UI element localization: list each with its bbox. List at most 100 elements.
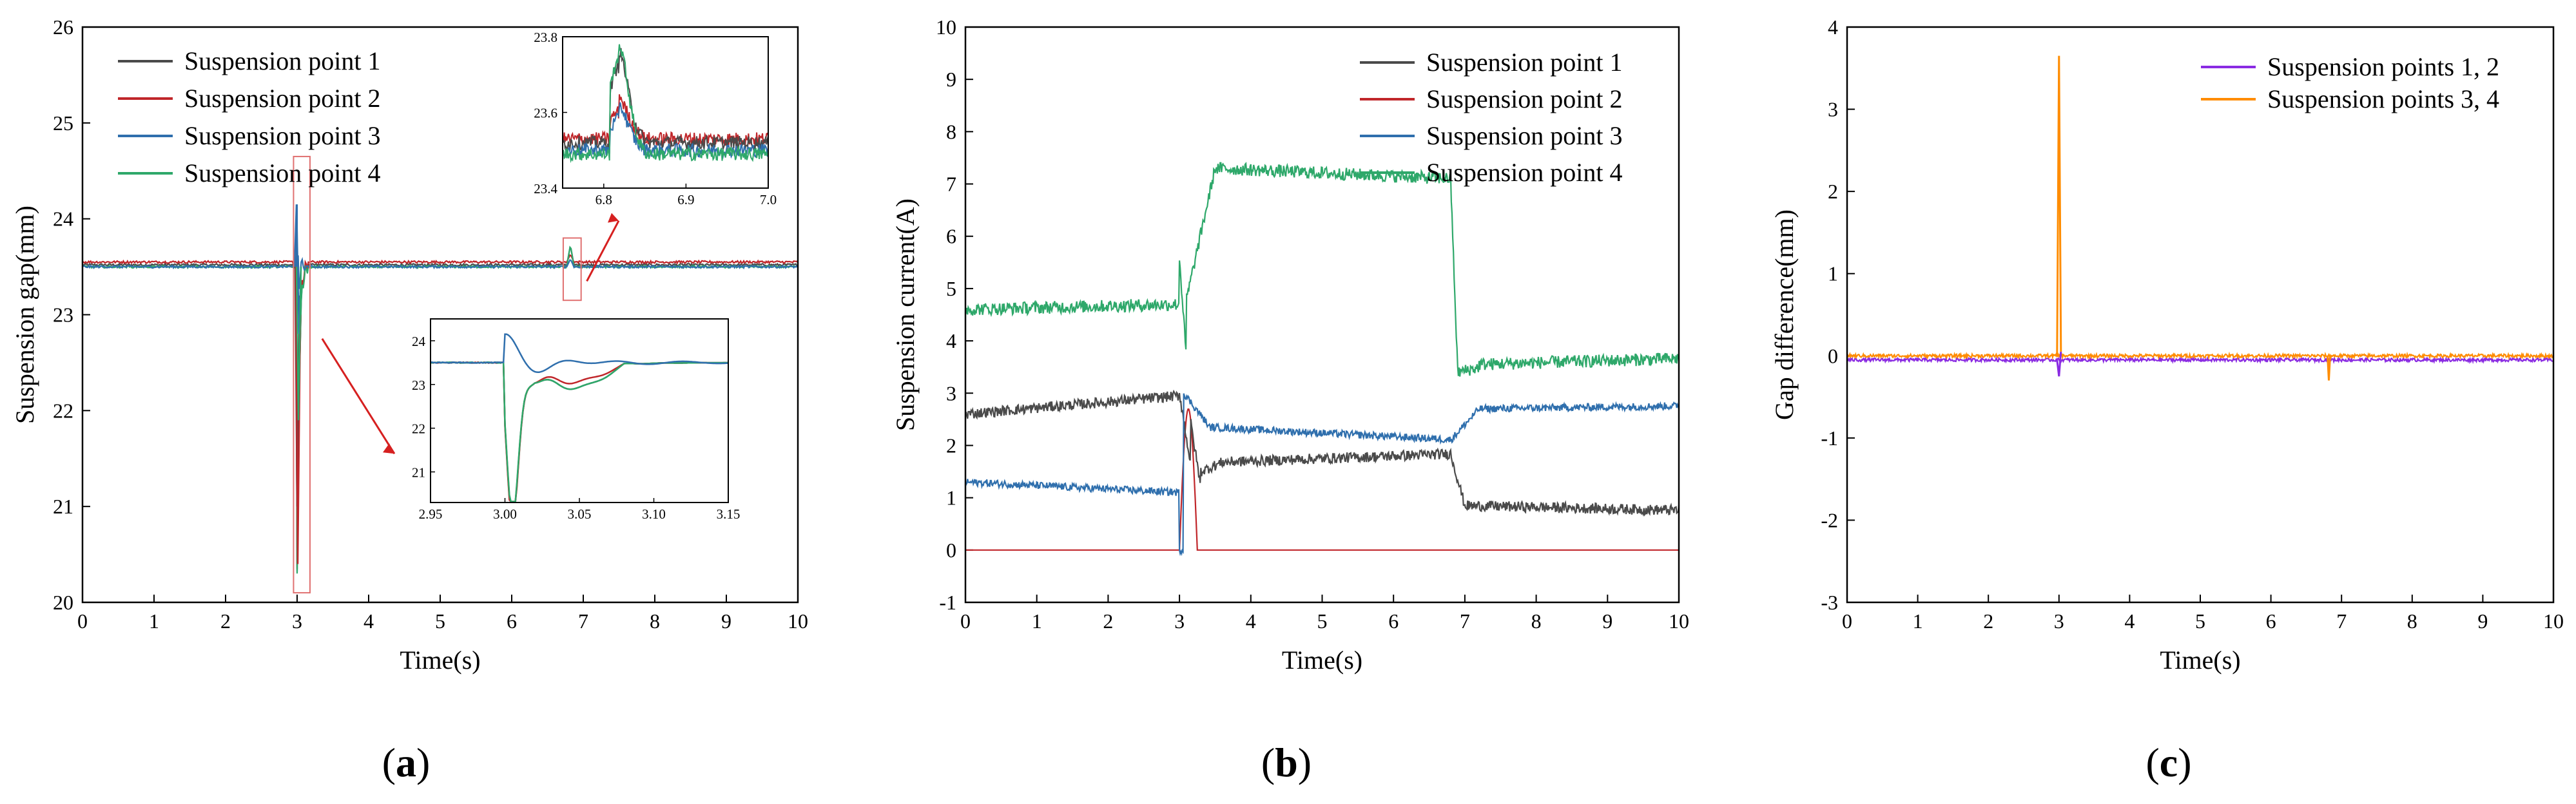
inset2-y-tick-label: 23.4: [534, 181, 557, 196]
x-axis-label: Time(s): [2160, 646, 2240, 675]
inset1-x-tick-label: 3.10: [642, 506, 666, 522]
x-tick-label: 5: [1317, 609, 1328, 633]
y-tick-label: 21: [53, 495, 73, 518]
legend-label: Suspension point 2: [1426, 84, 1622, 113]
y-tick-label: 8: [946, 120, 956, 143]
x-tick-label: 8: [650, 609, 660, 633]
series-line-2: [965, 408, 1679, 551]
legend-label: Suspension point 1: [1426, 48, 1622, 77]
x-tick-label: 6: [2266, 609, 2276, 633]
x-tick-label: 7: [2336, 609, 2347, 633]
zoom-box-3s: [293, 155, 311, 594]
y-tick-label: 1: [1828, 262, 1838, 285]
panel-label-c: (c): [2145, 740, 2191, 785]
y-tick-label: 0: [946, 539, 956, 562]
plot-frame: [81, 26, 799, 604]
y-tick-label: 23: [53, 303, 73, 327]
y-tick-label: 10: [936, 15, 956, 39]
legend-label: Suspension point 3: [184, 121, 380, 150]
y-axis-label: Suspension current(A): [891, 198, 920, 431]
plot-frame: [1846, 26, 2555, 604]
inset-background: [431, 319, 728, 503]
x-tick-label: 3: [292, 609, 302, 633]
x-tick-label: 10: [788, 609, 808, 633]
inset1-series-3: [430, 333, 729, 374]
y-tick-label: 2: [1828, 180, 1838, 203]
legend-label: Suspension point 4: [184, 158, 380, 187]
series-line-2: [82, 254, 799, 569]
x-tick-label: 8: [2407, 609, 2417, 633]
series-line-3: [964, 393, 1680, 557]
x-tick-label: 9: [2477, 609, 2488, 633]
inset1-x-tick-label: 3.05: [568, 506, 592, 522]
x-tick-label: 3: [2054, 609, 2064, 633]
x-tick-label: 0: [77, 609, 88, 633]
x-tick-label: 1: [1032, 609, 1042, 633]
x-tick-label: 7: [578, 609, 588, 633]
y-tick-label: 22: [53, 399, 73, 422]
inset1-y-tick-label: 22: [412, 421, 425, 437]
y-tick-label: 4: [946, 329, 956, 352]
y-tick-label: 1: [946, 486, 956, 510]
x-tick-label: 1: [149, 609, 159, 633]
y-tick-label: -2: [1821, 508, 1838, 531]
y-tick-label: 6: [946, 225, 956, 248]
x-tick-label: 6: [1388, 609, 1399, 633]
x-tick-label: 10: [2543, 609, 2564, 633]
arrowhead-2: [608, 213, 619, 223]
inset2-series-1: [562, 48, 769, 151]
panel-c: 0 1 2 3 4 5 6 7 8 9 10 -3 -2 -1 0 1 2 3 4 Time(s) Gap differ…: [1770, 15, 2564, 675]
x-tick-label: 10: [1669, 609, 1689, 633]
inset2-x-tick-label: 6.9: [677, 192, 694, 207]
inset1-x-tick-label: 3.00: [493, 506, 517, 522]
spike-1-2: [2056, 351, 2062, 377]
x-axis-label: Time(s): [400, 646, 480, 675]
x-tick-label: 4: [1246, 609, 1256, 633]
inset1-y-tick-label: 24: [412, 334, 426, 349]
legend-label: Suspension point 2: [184, 84, 380, 113]
inset2-background: [563, 37, 768, 188]
inset2-x-tick-label: 6.8: [596, 192, 612, 207]
y-axis-label: Gap difference(mm): [1770, 209, 1799, 420]
x-tick-label: 6: [507, 609, 517, 633]
legend-label: Suspension point 1: [184, 46, 380, 75]
dip-3-4: [2326, 356, 2331, 381]
x-tick-label: 9: [1602, 609, 1612, 633]
inset1-x-tick-label: 2.95: [419, 506, 443, 522]
inset1-x-tick-label: 3.15: [717, 506, 741, 522]
y-tick-label: 3: [1828, 98, 1838, 121]
x-tick-label: 2: [1983, 609, 1993, 633]
y-tick-label: 26: [53, 15, 73, 39]
y-tick-label: -3: [1821, 591, 1838, 614]
series-line-3: [82, 204, 799, 289]
x-tick-label: 0: [960, 609, 971, 633]
arrow-to-inset-2: [586, 220, 620, 282]
inset2-series-4: [562, 44, 769, 164]
inset2-y-tick-label: 23.6: [534, 106, 557, 121]
x-tick-label: 3: [1174, 609, 1185, 633]
series-line-1: [964, 389, 1680, 517]
y-tick-label: 7: [946, 173, 956, 196]
x-tick-label: 2: [220, 609, 231, 633]
x-tick-label: 8: [1531, 609, 1542, 633]
y-tick-label: -1: [939, 591, 956, 614]
zoom-box-6.8s: [562, 237, 582, 302]
x-tick-label: 5: [2195, 609, 2205, 633]
panel-a: 0 1 2 3 4 5 6 7 8 9 1020212223242526Time(s)Suspens…: [10, 15, 808, 675]
spike-point-4: [295, 267, 302, 421]
arrowhead-1: [383, 443, 394, 454]
x-tick-label: 0: [1842, 609, 1852, 633]
spike-3-4: [2056, 55, 2062, 356]
y-tick-label: 25: [53, 111, 73, 135]
x-tick-label: 2: [1103, 609, 1113, 633]
arrow-to-inset-1: [321, 338, 396, 455]
legend-label: Suspension point 3: [1426, 121, 1622, 150]
y-tick-label: 3: [946, 381, 956, 405]
y-tick-label: 24: [53, 207, 73, 231]
x-tick-label: 1: [1913, 609, 1923, 633]
x-tick-label: 4: [363, 609, 374, 633]
y-tick-label: -1: [1821, 426, 1838, 450]
panel-label-a: (a): [382, 740, 431, 785]
y-tick-label: 20: [53, 591, 73, 614]
